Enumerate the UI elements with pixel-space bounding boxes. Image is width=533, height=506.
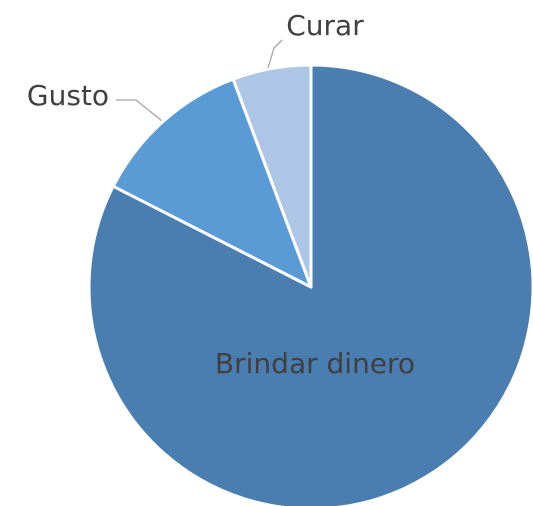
leader-line	[116, 99, 163, 122]
slice-label: Curar	[286, 9, 364, 42]
leader-line	[267, 39, 283, 69]
pie-slice	[111, 77, 313, 289]
pie-slice	[231, 63, 313, 289]
slice-label: Brindar dinero	[215, 347, 415, 380]
slice-label: Gusto	[27, 79, 109, 112]
